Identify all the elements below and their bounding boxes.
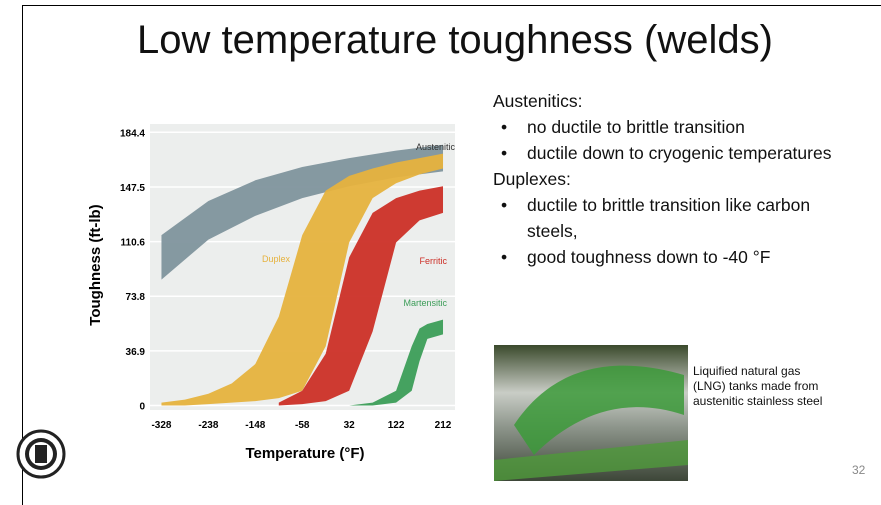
y-tick-label: 36.9 — [126, 347, 146, 358]
series-label: Martensitic — [403, 298, 447, 308]
y-tick-label: 147.5 — [120, 183, 145, 194]
heading: Austenitics: — [493, 91, 583, 111]
bullet: no ductile to brittle transition — [501, 114, 833, 140]
text-block: Austenitics: no ductile to brittle trans… — [493, 88, 833, 270]
series-label: Austenitic — [416, 142, 456, 152]
series-label: Duplex — [262, 254, 291, 264]
series-label: Ferritic — [420, 256, 448, 266]
x-axis-label: Temperature (°F) — [245, 445, 364, 462]
band — [161, 153, 444, 406]
band — [278, 186, 444, 406]
x-tick-label: -148 — [245, 420, 265, 431]
y-axis-label: Toughness (ft-lb) — [87, 204, 104, 325]
photo-caption: Liquified natural gas (LNG) tanks made f… — [693, 364, 823, 408]
bullet: ductile to brittle transition like carbo… — [501, 192, 833, 244]
slide: {"title": "Low temperature toughness (we… — [0, 0, 881, 489]
bullet: good toughness down to -40 °F — [501, 244, 833, 270]
x-tick-label: 122 — [388, 420, 405, 431]
x-tick-label: -58 — [295, 420, 310, 431]
x-tick-label: 32 — [344, 420, 356, 431]
band — [349, 319, 444, 406]
chart: Toughness (ft-lb) Temperature (°F) 0 36.9… — [87, 124, 456, 462]
photo — [494, 345, 688, 481]
y-tick-label: 0 — [139, 402, 145, 413]
y-tick-label: 73.8 — [126, 292, 146, 303]
x-tick-label: -238 — [198, 420, 218, 431]
x-tick-label: -328 — [151, 420, 171, 431]
x-tick-label: 212 — [435, 420, 452, 431]
y-tick-label: 110.6 — [121, 238, 146, 249]
y-tick-label: 184.4 — [120, 128, 145, 139]
bullet: ductile down to cryogenic temperatures — [501, 140, 833, 166]
page-number: 32 — [852, 463, 866, 477]
bullet-list: no ductile to brittle transition ductile… — [493, 114, 833, 166]
slide-title: Low temperature toughness (welds) — [137, 18, 773, 62]
logo — [16, 429, 66, 479]
bullet-list: ductile to brittle transition like carbo… — [493, 192, 833, 270]
heading: Duplexes: — [493, 169, 571, 189]
slide-frame — [22, 5, 881, 505]
